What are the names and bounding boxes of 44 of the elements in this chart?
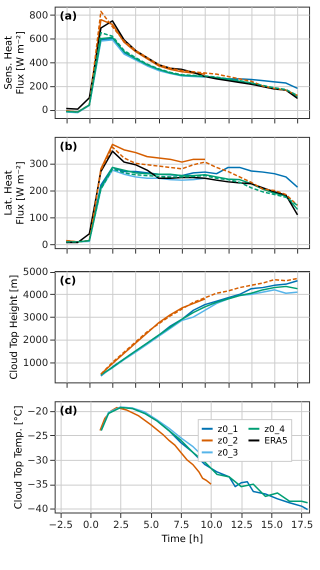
y-tick-label: 4000 [22, 290, 48, 301]
y-tick-label: 0 [42, 240, 48, 252]
y-tick-label: 400 [29, 58, 48, 69]
y-tick-label: −25 [27, 430, 48, 442]
legend-label: z0_3 [218, 448, 238, 458]
line-series [99, 406, 212, 485]
annotation: (a) [60, 10, 77, 23]
y-tick-label: −30 [27, 455, 48, 466]
y-tick-label: 0 [42, 105, 48, 116]
legend-label: ERA5 [264, 436, 288, 446]
legend-label: z0_1 [218, 424, 238, 435]
x-tick-label: −2.5 [48, 520, 73, 531]
y-tick-label: 600 [29, 34, 48, 46]
y-tick-label: 200 [29, 81, 48, 92]
y-axis-title: Lat. Heat Flux [W m⁻²] [3, 161, 26, 225]
annotation: (d) [60, 404, 78, 418]
y-tick-label: 2000 [22, 335, 48, 346]
x-axis-title: Time [h] [160, 534, 204, 545]
y-axis-title: Sens. Heat Flux [W m⁻²] [3, 31, 26, 95]
x-tick-label: 7.5 [174, 520, 190, 531]
x-tick-label: 2.5 [113, 520, 129, 531]
y-axis-title: Cloud Top Temp. [°C] [13, 405, 24, 510]
y-tick-label: 1000 [22, 358, 48, 369]
y-tick-label: −20 [27, 406, 48, 418]
annotation: (c) [60, 274, 76, 287]
y-tick-label: 3000 [22, 312, 48, 324]
legend-label: z0_4 [264, 424, 286, 435]
y-axis-title: Cloud Top Height [m] [8, 274, 20, 380]
y-tick-label: 5000 [22, 267, 48, 278]
y-tick-label: −40 [27, 504, 48, 516]
x-tick-label: 12.5 [230, 520, 253, 531]
x-tick-label: 5.0 [143, 520, 160, 531]
x-tick-label: 10.0 [200, 520, 223, 531]
y-tick-label: −35 [27, 480, 48, 491]
y-tick-label: 100 [29, 213, 48, 224]
y-tick-label: 800 [29, 10, 48, 22]
y-tick-label: 200 [29, 186, 48, 197]
y-tick-label: 300 [29, 158, 48, 170]
legend-label: z0_2 [218, 436, 238, 446]
x-tick-label: 0.0 [82, 520, 99, 531]
line-series [65, 39, 206, 114]
annotation: (b) [60, 140, 78, 153]
x-tick-label: 17.5 [291, 520, 314, 531]
x-tick-label: 15.0 [260, 520, 283, 531]
